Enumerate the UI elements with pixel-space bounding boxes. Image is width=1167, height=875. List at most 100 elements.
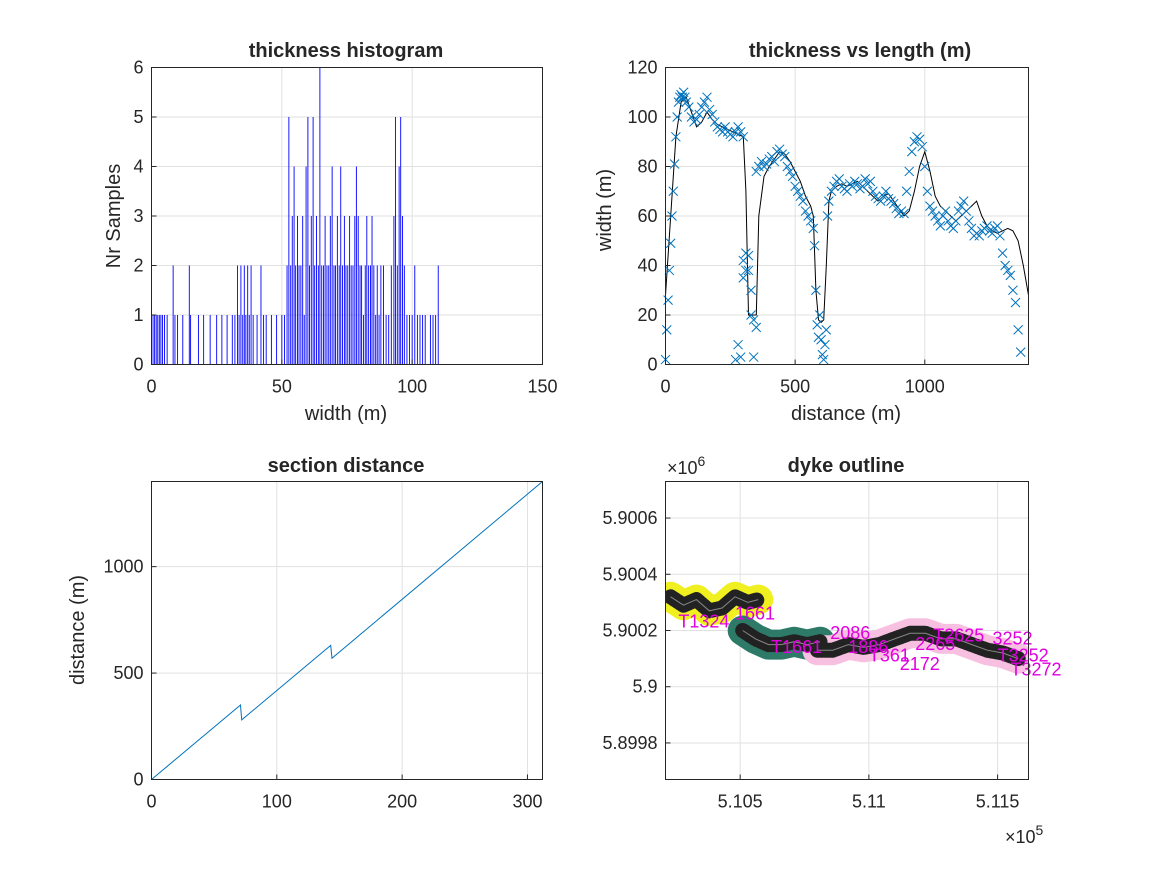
y-tick-label: 0	[647, 355, 657, 375]
sample-marker	[1016, 348, 1025, 357]
section-ylabel: distance (m)	[67, 575, 89, 685]
x-tick-label: 150	[527, 377, 557, 397]
y-tick-label: 0	[133, 770, 143, 790]
dyke-annotation: 2172	[900, 654, 940, 674]
sample-marker	[739, 273, 748, 282]
sample-marker	[788, 172, 797, 181]
x-tick-label: 200	[387, 792, 417, 812]
sample-marker	[734, 340, 743, 349]
sample-marker	[835, 174, 844, 183]
y-tick-label: 5.9006	[602, 508, 657, 528]
x-tick-label: 0	[660, 377, 670, 397]
histogram-title: thickness histogram	[249, 40, 444, 62]
x-tick-label: 0	[146, 792, 156, 812]
x-tick-label: 1000	[905, 377, 945, 397]
sample-marker	[902, 187, 911, 196]
y-tick-label: 20	[637, 305, 657, 325]
sample-marker	[718, 127, 727, 136]
sample-marker	[669, 187, 678, 196]
sample-marker	[728, 132, 737, 141]
sample-marker	[702, 93, 711, 102]
x-tick-label: 5.11	[852, 792, 886, 812]
sample-marker	[662, 325, 671, 334]
sample-marker	[936, 221, 945, 230]
sample-marker	[695, 110, 704, 119]
thickness-xlabel: distance (m)	[791, 403, 901, 425]
section-line	[152, 482, 543, 780]
histogram-xlabel: width (m)	[304, 403, 387, 425]
y-tick-label: 120	[627, 58, 657, 78]
y-tick-label: 5.8998	[602, 733, 657, 753]
sample-marker	[734, 122, 743, 131]
histogram-panel: thickness histogram 0 50 100 1500123456 wid…	[103, 40, 558, 425]
dyke-annotation: T2625	[933, 626, 984, 646]
sample-marker	[905, 167, 914, 176]
sample-marker	[793, 187, 802, 196]
dyke-x-exponent: ×105	[1005, 822, 1044, 847]
dyke-panel: dyke outline T1324 1661T166120861886T3612…	[602, 453, 1061, 847]
dyke-x-exponent-base: ×10	[1005, 827, 1036, 847]
sample-marker	[817, 335, 826, 344]
sample-marker	[822, 325, 831, 334]
x-tick-label: 100	[397, 377, 427, 397]
y-tick-label: 1	[133, 305, 143, 325]
sample-marker	[944, 216, 953, 225]
dyke-annotation: T1324	[678, 612, 729, 632]
sample-marker	[749, 353, 758, 362]
sample-marker	[665, 266, 674, 275]
sample-marker	[798, 197, 807, 206]
sample-marker	[995, 231, 1004, 240]
sample-marker	[962, 207, 971, 216]
sample-marker	[964, 216, 973, 225]
sample-marker	[752, 167, 761, 176]
y-tick-label: 5.9	[632, 677, 657, 697]
y-tick-label: 60	[637, 206, 657, 226]
sample-marker	[1008, 286, 1017, 295]
thickness-panel: thickness vs length (m) 0 500 1000 0 20 40 60 8…	[594, 40, 1029, 425]
sample-marker	[951, 216, 960, 225]
y-tick-label: 5	[133, 107, 143, 127]
sample-marker	[813, 320, 822, 329]
y-tick-label: 40	[637, 256, 657, 276]
y-tick-label: 6	[133, 58, 143, 78]
sample-marker	[700, 98, 709, 107]
sample-marker	[752, 323, 761, 332]
sample-marker	[1006, 271, 1015, 280]
y-tick-label: 2	[133, 256, 143, 276]
sample-marker	[983, 221, 992, 230]
sample-marker	[1014, 325, 1023, 334]
x-tick-label: 5.115	[976, 792, 1020, 812]
sample-marker	[666, 239, 675, 248]
sample-marker	[749, 315, 758, 324]
sample-marker	[959, 197, 968, 206]
fit-line	[666, 97, 1029, 322]
y-tick-label: 80	[637, 157, 657, 177]
sample-marker	[710, 117, 719, 126]
thickness-title: thickness vs length (m)	[749, 40, 971, 62]
section-axes	[152, 482, 543, 780]
y-tick-label: 4	[133, 157, 143, 177]
sample-marker	[796, 192, 805, 201]
x-tick-label: 0	[146, 377, 156, 397]
x-tick-label: 500	[780, 377, 810, 397]
sample-marker	[928, 207, 937, 216]
sample-marker	[1003, 266, 1012, 275]
sample-marker	[801, 207, 810, 216]
y-tick-label: 1000	[103, 557, 143, 577]
sample-marker	[998, 249, 1007, 258]
sample-marker	[925, 202, 934, 211]
dyke-annotation: 1661	[735, 603, 775, 623]
sample-marker	[705, 105, 714, 114]
sample-marker	[820, 340, 829, 349]
dyke-annotation: T3272	[1010, 659, 1061, 679]
y-tick-label: 500	[113, 663, 143, 683]
y-tick-label: 100	[627, 107, 657, 127]
sample-marker	[954, 207, 963, 216]
histogram-ylabel: Nr Samples	[103, 164, 125, 268]
dyke-y-exponent: ×106	[667, 453, 706, 478]
y-tick-label: 3	[133, 206, 143, 226]
sample-marker	[918, 142, 927, 151]
section-title: section distance	[268, 455, 425, 477]
sample-marker	[993, 221, 1002, 230]
